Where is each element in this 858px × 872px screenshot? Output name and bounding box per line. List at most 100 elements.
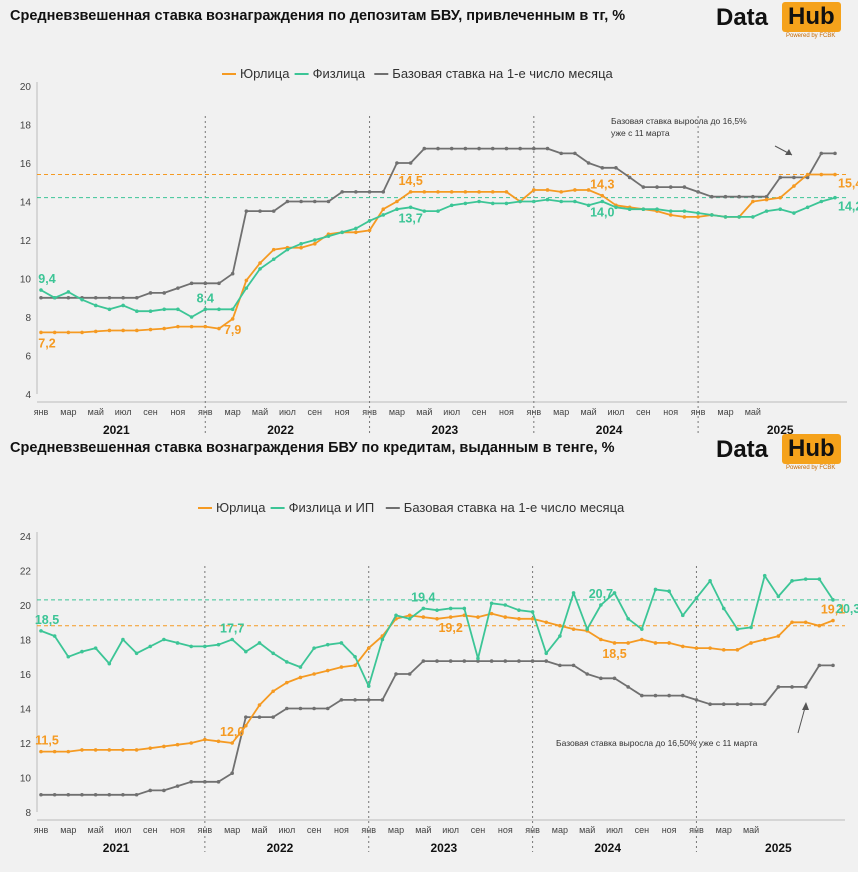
data-point	[121, 792, 125, 797]
data-point	[696, 190, 700, 194]
loan-rate-chart-panel: Средневзвешенная ставка вознаграждения Б…	[0, 434, 858, 872]
data-point	[653, 693, 658, 698]
data-label: 7,9	[224, 323, 241, 337]
data-point	[790, 579, 794, 583]
data-label: 9,4	[38, 272, 55, 286]
data-point	[354, 230, 358, 235]
data-point	[545, 197, 550, 202]
data-point	[407, 613, 412, 618]
data-point	[340, 190, 344, 194]
data-label: 20,3	[836, 602, 858, 616]
data-point	[489, 659, 494, 663]
data-point	[571, 591, 576, 595]
data-point	[680, 693, 685, 698]
data-point	[408, 205, 413, 210]
x-tick-label: май	[745, 407, 761, 417]
data-point	[162, 744, 166, 749]
data-point	[749, 641, 753, 645]
data-point	[230, 271, 235, 276]
data-point	[489, 601, 494, 606]
data-point	[407, 617, 412, 621]
data-point	[735, 627, 740, 631]
x-tick-label: мар	[389, 407, 405, 417]
data-point	[477, 199, 481, 204]
data-point	[421, 659, 426, 663]
data-point	[490, 146, 495, 151]
data-point	[573, 188, 577, 192]
data-point	[559, 190, 564, 194]
data-point	[298, 675, 303, 680]
data-point	[203, 324, 208, 329]
logo-text-hub: Hub	[782, 434, 841, 464]
y-tick-label: 10	[20, 275, 32, 286]
x-tick-label: июл	[443, 407, 460, 417]
data-point	[66, 295, 71, 300]
data-point	[517, 659, 521, 663]
x-tick-label: май	[579, 825, 595, 835]
data-point	[668, 185, 673, 189]
data-point	[776, 594, 781, 599]
annotation-text: Базовая ставка выросла до 16,50% уже с 1…	[556, 738, 758, 748]
data-point	[655, 207, 659, 211]
series-line	[41, 612, 834, 753]
data-point	[749, 702, 753, 706]
data-point	[696, 215, 700, 219]
data-point	[93, 646, 98, 650]
data-point	[421, 615, 426, 619]
data-point	[244, 649, 248, 654]
year-label: 2022	[267, 841, 294, 855]
data-point	[751, 215, 755, 219]
data-point	[271, 651, 275, 656]
data-point	[476, 615, 480, 619]
data-point	[668, 209, 673, 213]
data-point	[599, 603, 603, 607]
data-point	[776, 634, 781, 638]
data-point	[80, 748, 84, 752]
y-tick-label: 20	[20, 601, 32, 612]
x-tick-label: ноя	[334, 825, 349, 835]
data-point	[121, 748, 125, 752]
data-point	[380, 637, 385, 642]
x-tick-label: мар	[717, 407, 733, 417]
series-line	[40, 196, 836, 318]
data-point	[217, 326, 221, 331]
x-tick-label: май	[580, 407, 596, 417]
data-point	[176, 324, 180, 329]
data-point	[203, 737, 207, 742]
data-point	[751, 199, 755, 204]
data-point	[175, 641, 180, 645]
data-point	[709, 213, 714, 217]
y-tick-label: 24	[20, 532, 32, 543]
x-tick-label: июл	[442, 825, 459, 835]
logo-text-data: Data	[716, 436, 769, 463]
data-point	[463, 201, 468, 206]
data-point	[614, 166, 618, 170]
data-point	[819, 172, 824, 177]
data-point	[803, 685, 808, 689]
x-tick-label: июл	[115, 407, 132, 417]
data-point	[93, 748, 98, 752]
data-point	[449, 190, 454, 194]
data-point	[380, 698, 385, 702]
data-point	[367, 190, 372, 194]
x-tick-label: ноя	[170, 825, 185, 835]
data-point	[573, 151, 577, 156]
x-tick-label: июл	[608, 407, 625, 417]
data-point	[66, 749, 71, 754]
data-point	[680, 613, 685, 618]
data-point	[271, 209, 276, 213]
y-tick-label: 16	[20, 670, 32, 681]
data-point	[448, 615, 453, 619]
data-point	[721, 702, 726, 706]
data-point	[93, 329, 98, 334]
y-tick-label: 14	[20, 198, 32, 209]
x-tick-label: ноя	[663, 407, 678, 417]
data-label: 19,2	[438, 621, 462, 635]
data-point	[545, 146, 550, 151]
data-point	[175, 742, 180, 747]
data-point	[667, 589, 671, 593]
x-tick-label: май	[415, 825, 431, 835]
data-point	[641, 185, 646, 189]
data-point	[216, 739, 221, 744]
data-point	[176, 286, 180, 290]
